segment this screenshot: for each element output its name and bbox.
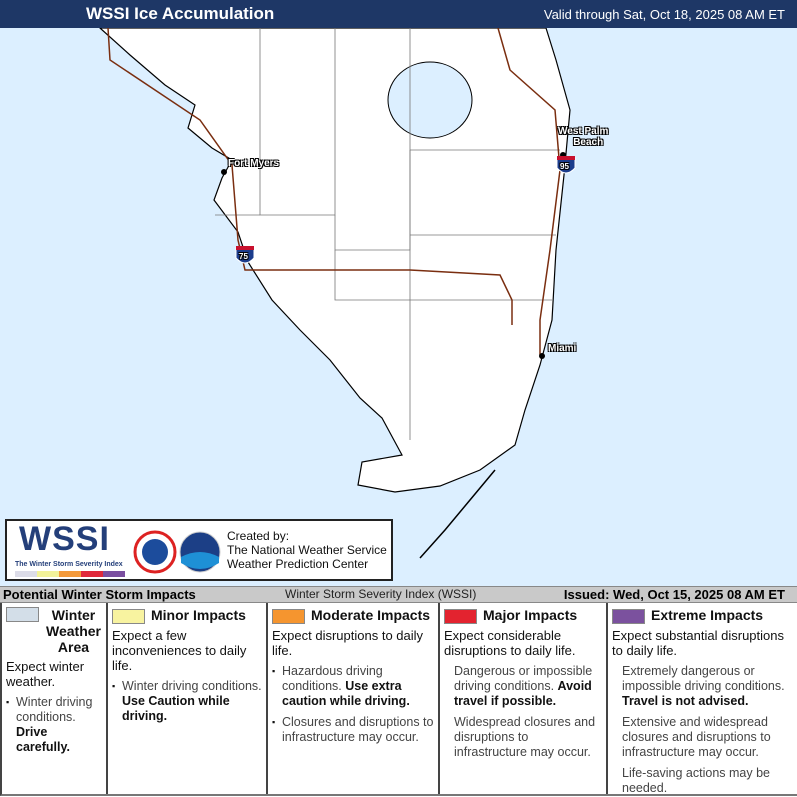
created-line: Weather Prediction Center: [227, 557, 369, 571]
legend-moderate-impacts: Moderate Impacts Expect disruptions to da…: [266, 603, 438, 794]
legend-item: Hazardous driving conditions. Use extra …: [272, 664, 434, 709]
legend-swatch: [112, 608, 145, 624]
legend-item: Life-saving actions may be needed.: [612, 766, 793, 796]
legend-expect: Expect winter weather.: [6, 659, 85, 689]
item-text: Widespread closures and disruptions to i…: [454, 715, 596, 759]
item-text: Extensive and widespread closures and di…: [622, 715, 771, 759]
legend-item: Widespread closures and disruptions to i…: [444, 715, 602, 760]
created-line: Created by:: [227, 529, 290, 543]
city-west-palm-beach: West Palm Beach: [558, 126, 608, 148]
legend-swatch: [612, 608, 645, 624]
item-bold: Avoid travel if possible.: [454, 679, 592, 708]
legend-item: Winter driving conditions. Use Caution w…: [112, 679, 264, 724]
legend-item: Winter driving conditions. Drive careful…: [6, 695, 102, 755]
legend-winter-weather-area: Winter Weather Area Expect winter weather…: [2, 603, 106, 794]
index-name: Winter Storm Severity Index (WSSI): [285, 587, 477, 601]
item-text: Dangerous or impossible driving conditio…: [454, 664, 593, 693]
legend-item: Dangerous or impossible driving conditio…: [444, 664, 602, 709]
legend-label: Minor Impacts: [151, 607, 246, 623]
shield-95-label: 95: [560, 162, 569, 171]
item-text: Life-saving actions may be needed.: [622, 766, 770, 795]
legend-label: Extreme Impacts: [651, 607, 764, 623]
impacts-legend: Winter Weather Area Expect winter weather…: [0, 603, 797, 796]
item-text: Hazardous driving conditions.: [282, 664, 383, 693]
item-bold: Use Caution while driving.: [122, 694, 230, 723]
item-bold: Use extra caution while driving.: [282, 679, 410, 708]
city-line: West Palm: [558, 126, 609, 137]
lake-okeechobee: [387, 61, 473, 139]
i75-shield-icon: [235, 246, 255, 264]
created-by: Created by: The National Weather Service…: [227, 529, 387, 571]
legend-swatch: [444, 608, 477, 624]
credits-box: WSSI The Winter Storm Severity Index Cre…: [5, 519, 393, 581]
impacts-title: Potential Winter Storm Impacts: [3, 587, 196, 602]
county-lines: [215, 28, 560, 440]
miami-dot: [539, 353, 545, 359]
wssi-subtitle: The Winter Storm Severity Index: [15, 561, 123, 568]
legend-swatch: [272, 608, 305, 624]
legend-minor-impacts: Minor Impacts Expect a few inconveniences…: [106, 603, 268, 794]
wssi-color-scale: [15, 571, 125, 577]
item-bold: Drive carefully.: [16, 725, 70, 754]
header: WSSI Ice Accumulation Valid through Sat,…: [0, 0, 797, 28]
shield-75-label: 75: [239, 252, 248, 261]
legend-expect: Expect considerable disruptions to daily…: [444, 628, 576, 658]
city-line: Beach: [573, 137, 604, 148]
impacts-bar: Potential Winter Storm Impacts Winter St…: [0, 586, 797, 603]
florida-keys: [419, 469, 496, 559]
map-svg: [0, 27, 797, 586]
legend-label: Winter Weather Area: [46, 607, 101, 655]
created-line: The National Weather Service: [227, 543, 387, 557]
valid-time: Valid through Sat, Oct 18, 2025 08 AM ET: [543, 7, 785, 22]
wssi-logo: WSSI: [19, 520, 110, 558]
legend-label: Moderate Impacts: [311, 607, 431, 623]
item-text: Winter driving conditions.: [122, 679, 262, 693]
legend-heading: Minor Impacts: [112, 607, 264, 624]
nws-noaa-logos: [133, 530, 221, 574]
legend-swatch: [6, 607, 39, 622]
legend-heading: Major Impacts: [444, 607, 602, 624]
legend-item: Extensive and widespread closures and di…: [612, 715, 793, 760]
legend-item: Extremely dangerous or impossible drivin…: [612, 664, 793, 709]
city-miami: Miami: [548, 343, 577, 354]
legend-expect: Expect a few inconveniences to daily lif…: [112, 628, 247, 673]
legend-expect: Expect disruptions to daily life.: [272, 628, 424, 658]
legend-heading: Extreme Impacts: [612, 607, 793, 624]
legend-extreme-impacts: Extreme Impacts Expect substantial disrup…: [606, 603, 797, 796]
city-fort-myers: Fort Myers: [228, 158, 280, 169]
item-bold: Travel is not advised.: [622, 694, 749, 708]
i95-shield-icon: [556, 156, 576, 174]
legend-heading: Moderate Impacts: [272, 607, 434, 624]
item-text: Closures and disruptions to infrastructu…: [282, 715, 434, 744]
item-text: Extremely dangerous or impossible drivin…: [622, 664, 785, 693]
legend-heading: Winter Weather Area: [6, 607, 102, 655]
map[interactable]: Fort Myers West Palm Beach Miami 75 95: [0, 27, 797, 586]
fort-myers-dot: [221, 169, 227, 175]
item-text: Winter driving conditions.: [16, 695, 93, 724]
legend-label: Major Impacts: [483, 607, 578, 623]
map-title: WSSI Ice Accumulation: [86, 4, 275, 23]
issued-time: Issued: Wed, Oct 15, 2025 08 AM ET: [563, 587, 785, 602]
legend-major-impacts: Major Impacts Expect considerable disrupt…: [438, 603, 606, 794]
legend-expect: Expect substantial disruptions to daily …: [612, 628, 784, 658]
legend-item: Closures and disruptions to infrastructu…: [272, 715, 434, 745]
